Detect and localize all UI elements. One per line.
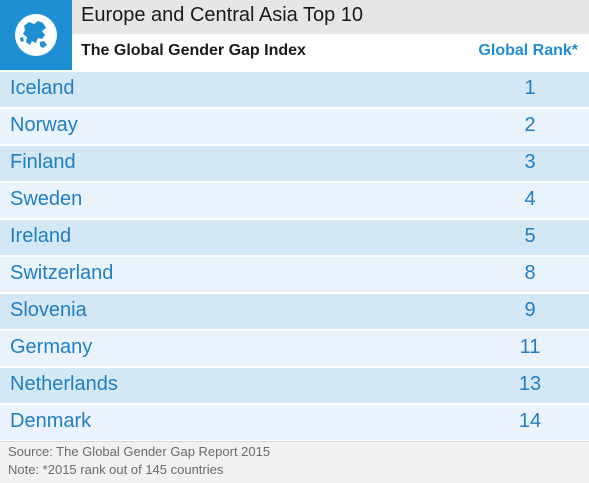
table-header: Europe and Central Asia Top 10 The Globa… — [0, 0, 589, 70]
country-cell: Switzerland — [10, 262, 114, 284]
country-cell: Finland — [10, 151, 76, 173]
table-row: Slovenia 9 — [0, 294, 589, 329]
rank-cell: 11 — [519, 336, 541, 358]
rank-column-header: Global Rank* — [478, 42, 578, 59]
rank-cell: 8 — [524, 262, 536, 284]
chart-subtitle: The Global Gender Gap Index — [81, 42, 306, 59]
country-cell: Sweden — [10, 188, 83, 210]
country-cell: Ireland — [10, 225, 72, 247]
globe-europe-icon — [0, 0, 72, 70]
table-row: Netherlands 13 — [0, 368, 589, 403]
table-body: Iceland 1 Norway 2 Finland 3 Sweden 4 Ireland 5 Sw… — [0, 72, 589, 442]
table-row: Denmark 14 — [0, 405, 589, 440]
table-row: Switzerland 8 — [0, 257, 589, 292]
rank-footnote: Note: *2015 rank out of 145 countries — [8, 462, 224, 477]
chart-title: Europe and Central Asia Top 10 — [81, 4, 364, 26]
table-row: Sweden 4 — [0, 183, 589, 218]
rank-cell: 14 — [518, 410, 542, 432]
table-row: Iceland 1 — [0, 72, 589, 107]
source-note: Source: The Global Gender Gap Report 201… — [8, 444, 271, 459]
table-footer: Source: The Global Gender Gap Report 201… — [0, 442, 589, 483]
country-cell: Iceland — [10, 77, 75, 99]
table-row: Finland 3 — [0, 146, 589, 181]
rank-cell: 4 — [524, 188, 536, 210]
table-row: Ireland 5 — [0, 220, 589, 255]
table-row: Germany 11 — [0, 331, 589, 366]
rank-cell: 5 — [524, 225, 536, 247]
rank-cell: 13 — [518, 373, 542, 395]
rank-cell: 9 — [524, 299, 536, 321]
country-cell: Slovenia — [10, 299, 87, 321]
title-band: Europe and Central Asia Top 10 — [72, 0, 589, 34]
globe-europe-icon-graphic — [15, 14, 57, 56]
table-row: Norway 2 — [0, 109, 589, 144]
rank-cell: 3 — [524, 151, 536, 173]
country-cell: Netherlands — [10, 373, 118, 395]
country-cell: Germany — [10, 336, 93, 358]
rank-cell: 1 — [524, 77, 536, 99]
country-cell: Denmark — [10, 410, 92, 432]
footer-divider — [0, 441, 589, 442]
rank-cell: 2 — [524, 114, 536, 136]
country-cell: Norway — [10, 114, 78, 136]
